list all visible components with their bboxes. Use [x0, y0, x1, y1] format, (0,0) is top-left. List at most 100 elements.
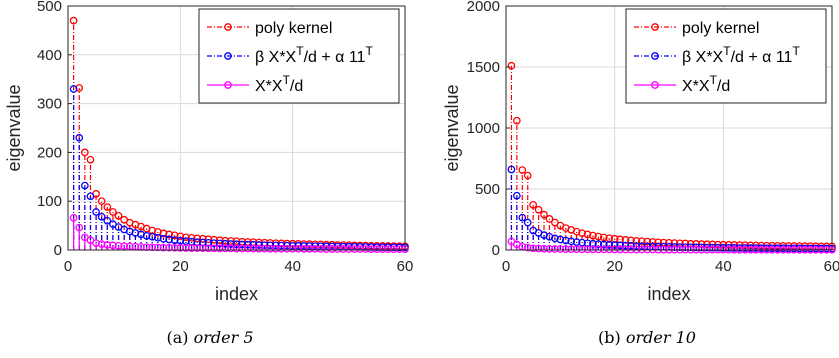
- stem-marker: [193, 234, 202, 243]
- stem-marker: [599, 233, 608, 242]
- stem-marker: [170, 236, 179, 245]
- stem-marker: [637, 237, 646, 246]
- x-tick-label: 40: [284, 258, 301, 275]
- y-tick-label: 300: [37, 96, 62, 113]
- stem-marker: [316, 245, 325, 253]
- stem-marker: [120, 242, 129, 251]
- stem-marker: [148, 232, 157, 241]
- stem-marker: [260, 244, 269, 253]
- stem-marker: [109, 208, 117, 216]
- y-tick-label: 1500: [467, 59, 500, 76]
- stem-marker: [654, 238, 662, 247]
- y-tick-label: 1000: [467, 120, 500, 137]
- stem-marker: [572, 245, 581, 254]
- stem-marker: [97, 240, 106, 248]
- legend: poly kernel β X*XT/d + α 11T X*XT/d: [198, 8, 400, 104]
- stem-marker: [81, 148, 89, 157]
- y-axis-label: eigenvalue: [442, 84, 462, 171]
- x-tick-label: 40: [715, 258, 732, 275]
- stem-marker: [221, 239, 230, 248]
- stem-marker: [198, 244, 207, 253]
- stem-marker: [356, 245, 364, 253]
- stem-marker: [659, 238, 668, 247]
- stem-marker: [260, 241, 269, 250]
- x-tick-label: 0: [502, 258, 510, 275]
- legend-swatch-marker: [651, 23, 659, 31]
- x-tick-label: 0: [64, 258, 72, 275]
- stem-marker: [572, 227, 581, 236]
- stem-marker: [305, 245, 314, 253]
- x-axis-label: index: [647, 284, 690, 304]
- legend-box: [198, 8, 400, 104]
- y-tick-label: 400: [37, 47, 62, 64]
- stem-marker: [534, 244, 543, 253]
- stem-marker: [561, 245, 570, 253]
- stem-marker: [75, 84, 84, 92]
- stem-marker: [507, 165, 516, 174]
- stem-marker: [86, 155, 95, 164]
- panel-order-10: 0 20 40 60 0 500 1000 1500 2000 index eigenvalue po…: [442, 0, 839, 347]
- stem-marker: [170, 231, 179, 240]
- stem-marker: [69, 16, 78, 25]
- stem-marker: [518, 213, 527, 222]
- stem-marker: [339, 245, 348, 253]
- stem-marker: [545, 215, 554, 223]
- stem-marker: [589, 231, 597, 240]
- stem-marker: [523, 243, 532, 252]
- stem-marker: [92, 208, 100, 216]
- stem-marker: [182, 244, 190, 252]
- stem-marker: [159, 229, 168, 238]
- legend-entry: X*XT/d: [255, 73, 303, 95]
- stem-marker: [232, 240, 241, 249]
- stem-marker: [322, 245, 331, 253]
- stem-marker: [697, 240, 706, 248]
- stem-marker: [534, 205, 543, 214]
- stem-marker: [198, 234, 207, 243]
- stem-marker: [632, 242, 641, 250]
- stem-marker: [148, 243, 157, 252]
- stem-marker: [187, 233, 196, 242]
- y-tick-label: 500: [37, 0, 62, 15]
- stem-marker: [210, 235, 218, 244]
- stem-marker: [627, 236, 635, 245]
- legend-entry: β X*XT/d + α 11T: [682, 44, 800, 66]
- stem-marker: [69, 85, 78, 93]
- stem-marker: [255, 241, 263, 249]
- stem-marker: [114, 211, 123, 220]
- stem-marker: [540, 210, 548, 219]
- stem-marker: [311, 245, 319, 253]
- stem-marker: [92, 239, 100, 248]
- legend-swatch-marker: [224, 23, 232, 31]
- stem-marker: [154, 233, 162, 242]
- stem-marker: [594, 232, 603, 241]
- stem-marker: [210, 244, 218, 253]
- stem-marker: [545, 244, 554, 253]
- stem-marker: [170, 243, 179, 252]
- stem-marker: [599, 245, 608, 254]
- stem-marker: [621, 241, 630, 250]
- stem-marker: [556, 245, 565, 253]
- legend: poly kernel β X*XT/d + α 11T X*XT/d: [625, 8, 827, 104]
- stem-marker: [81, 181, 89, 190]
- stem-marker: [605, 245, 614, 254]
- stem-marker: [589, 239, 597, 248]
- stem-marker: [288, 244, 297, 253]
- stem-marker: [266, 244, 275, 253]
- stem-marker: [384, 245, 392, 254]
- stem-marker: [114, 242, 123, 250]
- stem-marker: [328, 245, 336, 253]
- stem-marker: [567, 245, 576, 254]
- stem-marker: [540, 244, 548, 253]
- stem-marker: [215, 239, 224, 248]
- stem-marker: [703, 240, 711, 249]
- panel-caption: (a) order 5: [166, 328, 253, 347]
- stem-marker: [176, 244, 185, 252]
- stem-marker: [109, 241, 117, 250]
- stem-marker: [103, 203, 112, 211]
- stem-marker: [621, 236, 630, 244]
- stem-marker: [227, 244, 235, 253]
- stem-marker: [227, 240, 235, 248]
- stem-marker: [637, 242, 646, 251]
- stem-marker: [232, 244, 241, 253]
- stem-marker: [243, 240, 252, 249]
